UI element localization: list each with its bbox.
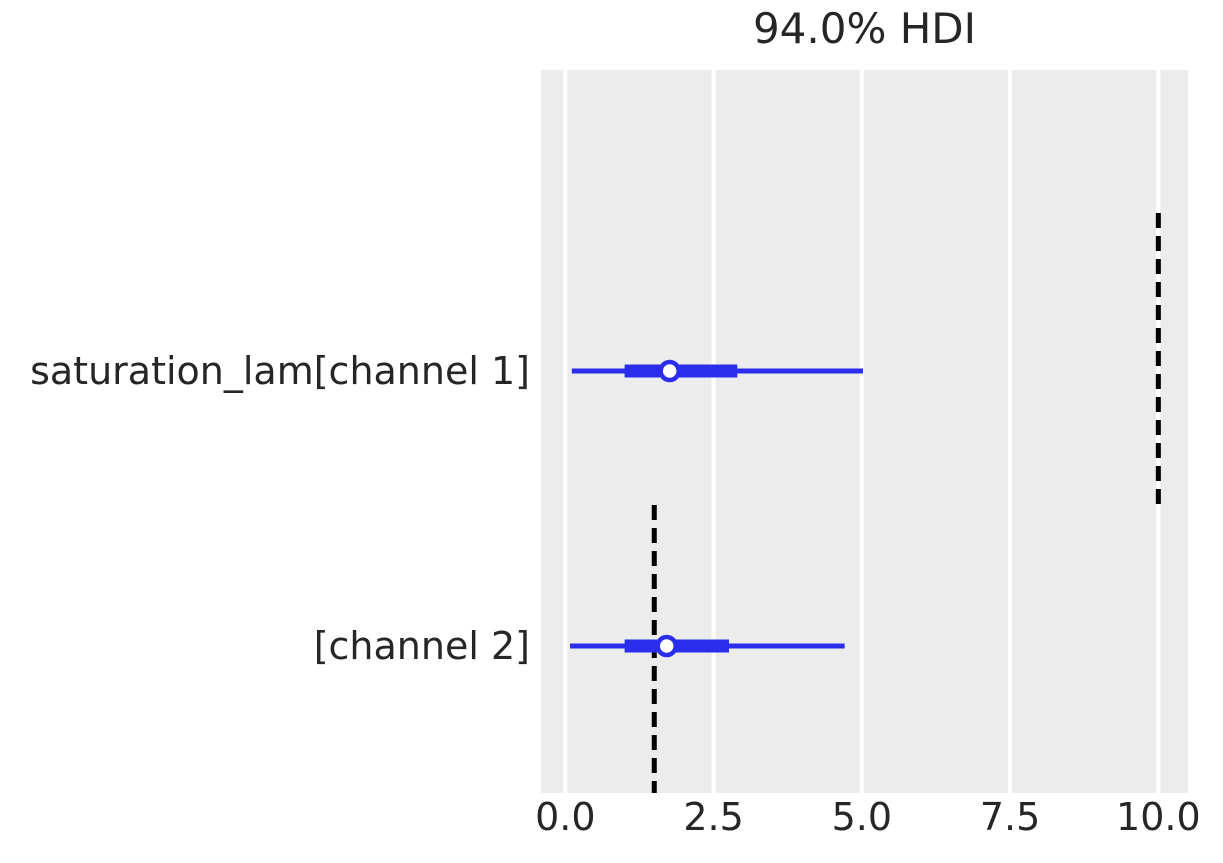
plot-title: 94.0% HDI (752, 4, 977, 53)
x-tick-label: 7.5 (979, 795, 1041, 839)
x-tick-label: 2.5 (683, 795, 744, 839)
x-axis-tick-labels: 0.0 2.5 5.0 7.5 10.0 (0, 798, 1223, 848)
point-estimate-marker (655, 634, 678, 658)
row-label-channel-1: saturation_lam[channel 1] (30, 349, 530, 393)
x-tick-label: 10.0 (1116, 795, 1201, 839)
point-estimate-marker (658, 359, 681, 383)
plot-area (541, 70, 1188, 793)
row-label-channel-2: [channel 2] (313, 624, 530, 668)
x-tick-label: 0.0 (535, 795, 596, 839)
x-tick-label: 5.0 (831, 795, 893, 839)
